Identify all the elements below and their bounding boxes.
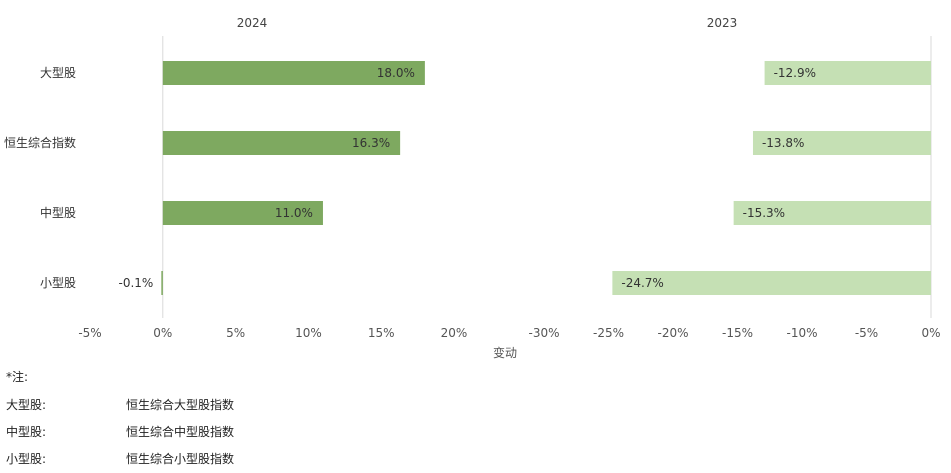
tick-label: 15%: [368, 326, 395, 340]
footnote-value: 恒生综合大型股指数: [126, 398, 235, 412]
bar: [162, 131, 401, 155]
data-label: 16.3%: [352, 136, 390, 150]
category-label: 中型股: [40, 205, 76, 220]
bar: [764, 61, 931, 85]
data-label: -13.8%: [762, 136, 804, 150]
tick-label: 0%: [921, 326, 940, 340]
tick-label: -30%: [528, 326, 559, 340]
tick-label: 20%: [441, 326, 468, 340]
data-label: -24.7%: [621, 276, 663, 290]
data-label: -15.3%: [743, 206, 785, 220]
footnote-key: 中型股:: [6, 425, 47, 439]
tick-label: 10%: [295, 326, 322, 340]
data-label: 18.0%: [377, 66, 415, 80]
bar: [161, 271, 163, 295]
footnote-value: 恒生综合中型股指数: [126, 425, 235, 439]
tick-label: -5%: [78, 326, 101, 340]
bar: [612, 271, 931, 295]
category-label: 小型股: [40, 276, 76, 290]
footnote-heading: *注:: [6, 370, 29, 384]
tick-label: -20%: [657, 326, 688, 340]
category-label: 恒生综合指数: [4, 135, 76, 150]
tick-label: 0%: [153, 326, 172, 340]
bar: [162, 61, 425, 85]
bar: [733, 201, 931, 225]
tick-label: -5%: [855, 326, 878, 340]
footnote-key: 大型股:: [6, 398, 47, 412]
panel-title: 2024: [237, 16, 268, 30]
tick-label: 5%: [226, 326, 245, 340]
category-label: 大型股: [40, 66, 76, 80]
tick-label: -15%: [722, 326, 753, 340]
footnote-key: 小型股:: [6, 452, 47, 466]
bar: [752, 131, 931, 155]
footnote-value: 恒生综合小型股指数: [126, 452, 235, 466]
data-label: -12.9%: [774, 66, 816, 80]
panel-title: 2023: [707, 16, 738, 30]
tick-label: -25%: [593, 326, 624, 340]
x-axis-label: 变动: [493, 345, 517, 360]
bar: [162, 201, 323, 225]
data-label: 11.0%: [275, 206, 313, 220]
tick-label: -10%: [786, 326, 817, 340]
data-label: -0.1%: [119, 276, 154, 290]
